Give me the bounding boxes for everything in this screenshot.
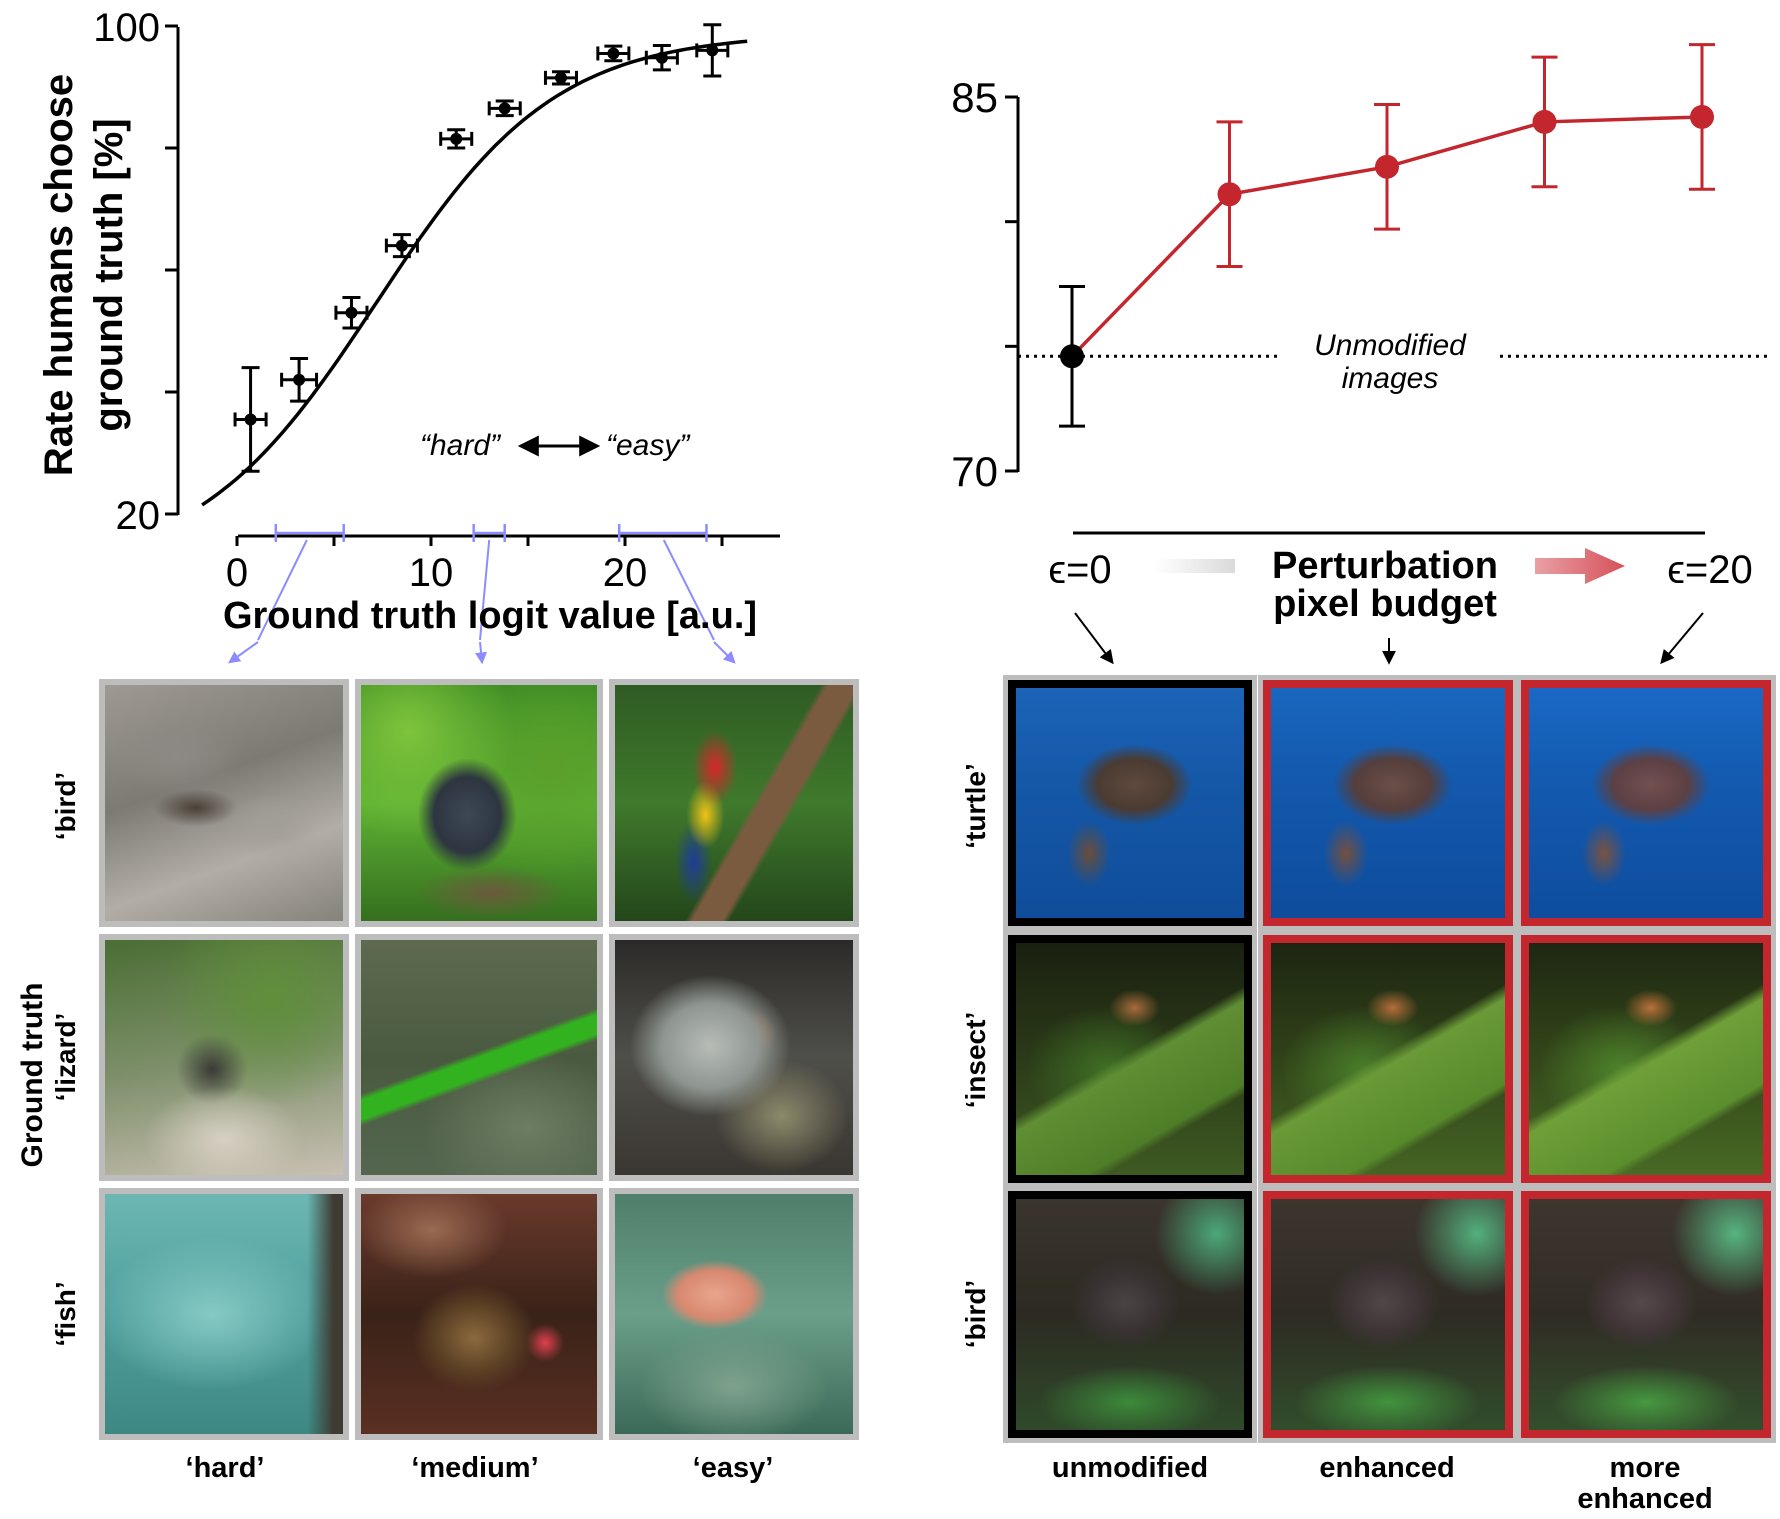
right-data-point-4: [1689, 43, 1715, 191]
logit-chart: 20 100 0 10 20 Rate humans choose ground tr…: [37, 6, 780, 665]
image-fish-medium: [361, 1194, 597, 1434]
arrow-to-unmodified: [1074, 612, 1114, 665]
data-point-0: [233, 366, 268, 473]
row-label-bird: ‘bird’: [50, 772, 81, 840]
data-marker: [498, 102, 511, 115]
data-marker: [1060, 344, 1084, 369]
row-label-insect: ‘insect’: [960, 1012, 991, 1108]
col-label-medium: ‘medium’: [411, 1452, 538, 1484]
y-tick-label: 20: [116, 494, 161, 538]
data-point-9: [695, 23, 730, 78]
data-marker: [1690, 104, 1714, 129]
row-label-turtle: ‘turtle’: [960, 763, 991, 849]
epsilon-end-label: ϵ=20: [1667, 548, 1753, 592]
reference-label-line1: Unmodified: [1314, 329, 1467, 362]
bin-hard-connector: [257, 539, 308, 641]
data-marker: [1217, 182, 1242, 207]
image-bird-unmodified: [1008, 1191, 1252, 1438]
right-data-point-1: [1216, 120, 1243, 269]
arrow-to-easy: [713, 641, 736, 664]
x-tick-label: 20: [603, 551, 648, 595]
data-point-5: [487, 99, 522, 118]
budget-title-line1: Perturbation: [1272, 545, 1498, 587]
annotation-hard: “hard”: [420, 429, 502, 462]
x-tick-label: 10: [409, 551, 454, 595]
right-y-tick-label: 85: [951, 74, 998, 121]
fit-curve: [201, 39, 748, 507]
image-insect-unmodified: [1008, 935, 1252, 1183]
image-insect-more-enhanced: [1521, 935, 1771, 1183]
col-label-unmodified: unmodified: [1052, 1452, 1208, 1484]
epsilon-start-label: ϵ=0: [1048, 548, 1111, 592]
data-marker: [554, 71, 567, 84]
image-turtle-enhanced: [1263, 680, 1513, 926]
arrow-to-more-enhanced: [1660, 612, 1704, 665]
right-grid-labels: ‘turtle’ ‘insect’ ‘bird’ unmodified enha…: [960, 763, 1713, 1515]
image-lizard-hard: [105, 940, 343, 1175]
arrow-to-medium: [475, 641, 488, 665]
image-fish-easy: [615, 1194, 853, 1434]
col-label-more-enhanced: enhanced: [1577, 1483, 1712, 1515]
image-fish-hard: [105, 1194, 343, 1434]
bin-medium-connector: [479, 539, 491, 641]
data-marker: [293, 373, 306, 386]
data-point-1: [280, 356, 319, 403]
image-bird-hard: [105, 685, 343, 921]
image-bird-easy: [615, 685, 853, 921]
image-lizard-medium: [361, 940, 597, 1175]
data-marker: [395, 239, 408, 252]
data-point-2: [334, 295, 369, 330]
image-insect-enhanced: [1263, 935, 1513, 1183]
gradient-arrow-right: [1535, 548, 1625, 584]
budget-title-line2: pixel budget: [1273, 583, 1497, 625]
image-bird-enhanced: [1263, 1191, 1513, 1438]
y-axis-title-line2: ground truth [%]: [87, 118, 131, 431]
right-data-point-3: [1531, 55, 1558, 189]
x-tick-label: 0: [226, 551, 248, 595]
image-bird-medium: [361, 685, 597, 921]
data-marker: [607, 47, 620, 60]
reference-label-line2: images: [1342, 362, 1439, 395]
ground-truth-label: Ground truth: [16, 983, 49, 1168]
arrow-to-hard: [228, 641, 259, 664]
image-turtle-unmodified: [1008, 680, 1252, 926]
data-point-8: [644, 44, 679, 72]
row-label-lizard: ‘lizard’: [50, 1013, 81, 1102]
data-marker: [706, 44, 719, 57]
y-axis-title-line1: Rate humans choose: [37, 74, 81, 476]
data-point-7: [596, 44, 631, 63]
col-label-enhanced: enhanced: [1319, 1452, 1454, 1484]
right-y-tick-label: 70: [951, 448, 998, 495]
right-data-point-2: [1374, 102, 1400, 231]
gradient-bar-left: [1155, 559, 1235, 573]
col-label-more: more: [1610, 1452, 1681, 1484]
bin-easy-connector: [662, 539, 715, 641]
data-marker: [1375, 154, 1399, 179]
data-marker: [450, 132, 463, 145]
image-bird-more-enhanced: [1521, 1191, 1771, 1438]
perturbation-chart: 70 85 Unmodified images ϵ=0 ϵ=20 Perturba…: [951, 43, 1768, 665]
data-marker: [244, 413, 257, 426]
x-axis-title: Ground truth logit value [a.u.]: [223, 595, 757, 637]
col-label-hard: ‘hard’: [186, 1452, 265, 1484]
row-label-bird-right: ‘bird’: [960, 1280, 991, 1348]
image-turtle-more-enhanced: [1521, 680, 1771, 926]
row-label-fish: ‘fish’: [50, 1281, 81, 1346]
left-grid-labels: Ground truth ‘bird’ ‘lizard’ ‘fish’ ‘har…: [16, 772, 773, 1484]
data-point-4: [439, 128, 474, 150]
data-point-6: [543, 70, 578, 86]
annotation-easy: “easy”: [606, 429, 691, 462]
right-data-point-0: [1059, 284, 1085, 428]
data-marker: [345, 306, 358, 319]
col-label-easy: ‘easy’: [693, 1452, 774, 1484]
data-point-3: [384, 233, 419, 259]
image-lizard-easy: [615, 940, 853, 1175]
data-marker: [1532, 109, 1557, 134]
y-tick-label: 100: [93, 6, 160, 50]
data-marker: [655, 51, 668, 64]
